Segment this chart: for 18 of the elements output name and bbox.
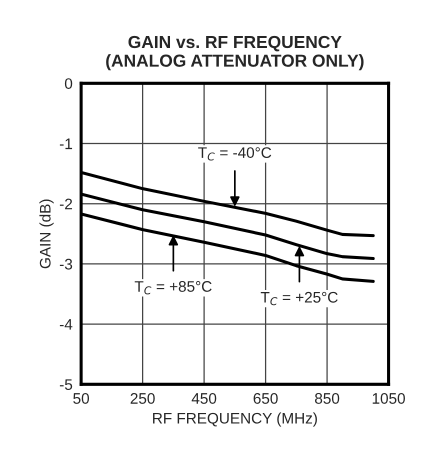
annotation: T$_{C}$ = -40°C xyxy=(198,147,272,161)
chart-title: GAIN vs. RF FREQUENCY (ANALOG ATTENUATOR ONLY) xyxy=(106,36,364,70)
x-tick-label: 50 xyxy=(73,393,90,404)
annotation: T$_{C}$ = +85°C xyxy=(134,281,212,294)
y-tick-label: -2 xyxy=(60,198,72,210)
x-axis-title: RF FREQUENCY (MHz) xyxy=(153,412,317,427)
x-tick-label: 650 xyxy=(254,393,278,404)
y-tick-label: 0 xyxy=(64,78,72,90)
annotation: T$_{C}$ = +25°C xyxy=(260,292,338,306)
y-tick-label: -3 xyxy=(60,258,72,270)
x-tick-label: 250 xyxy=(130,393,155,404)
x-tick-label: 450 xyxy=(192,393,216,404)
x-tick-label: 850 xyxy=(315,393,340,404)
x-tick-label: 1050 xyxy=(372,393,405,404)
y-tick-label: -4 xyxy=(60,319,72,330)
y-tick-label: -1 xyxy=(60,138,72,150)
y-tick-label: -5 xyxy=(60,379,72,390)
y-axis-title: GAIN (dB) xyxy=(39,200,54,268)
